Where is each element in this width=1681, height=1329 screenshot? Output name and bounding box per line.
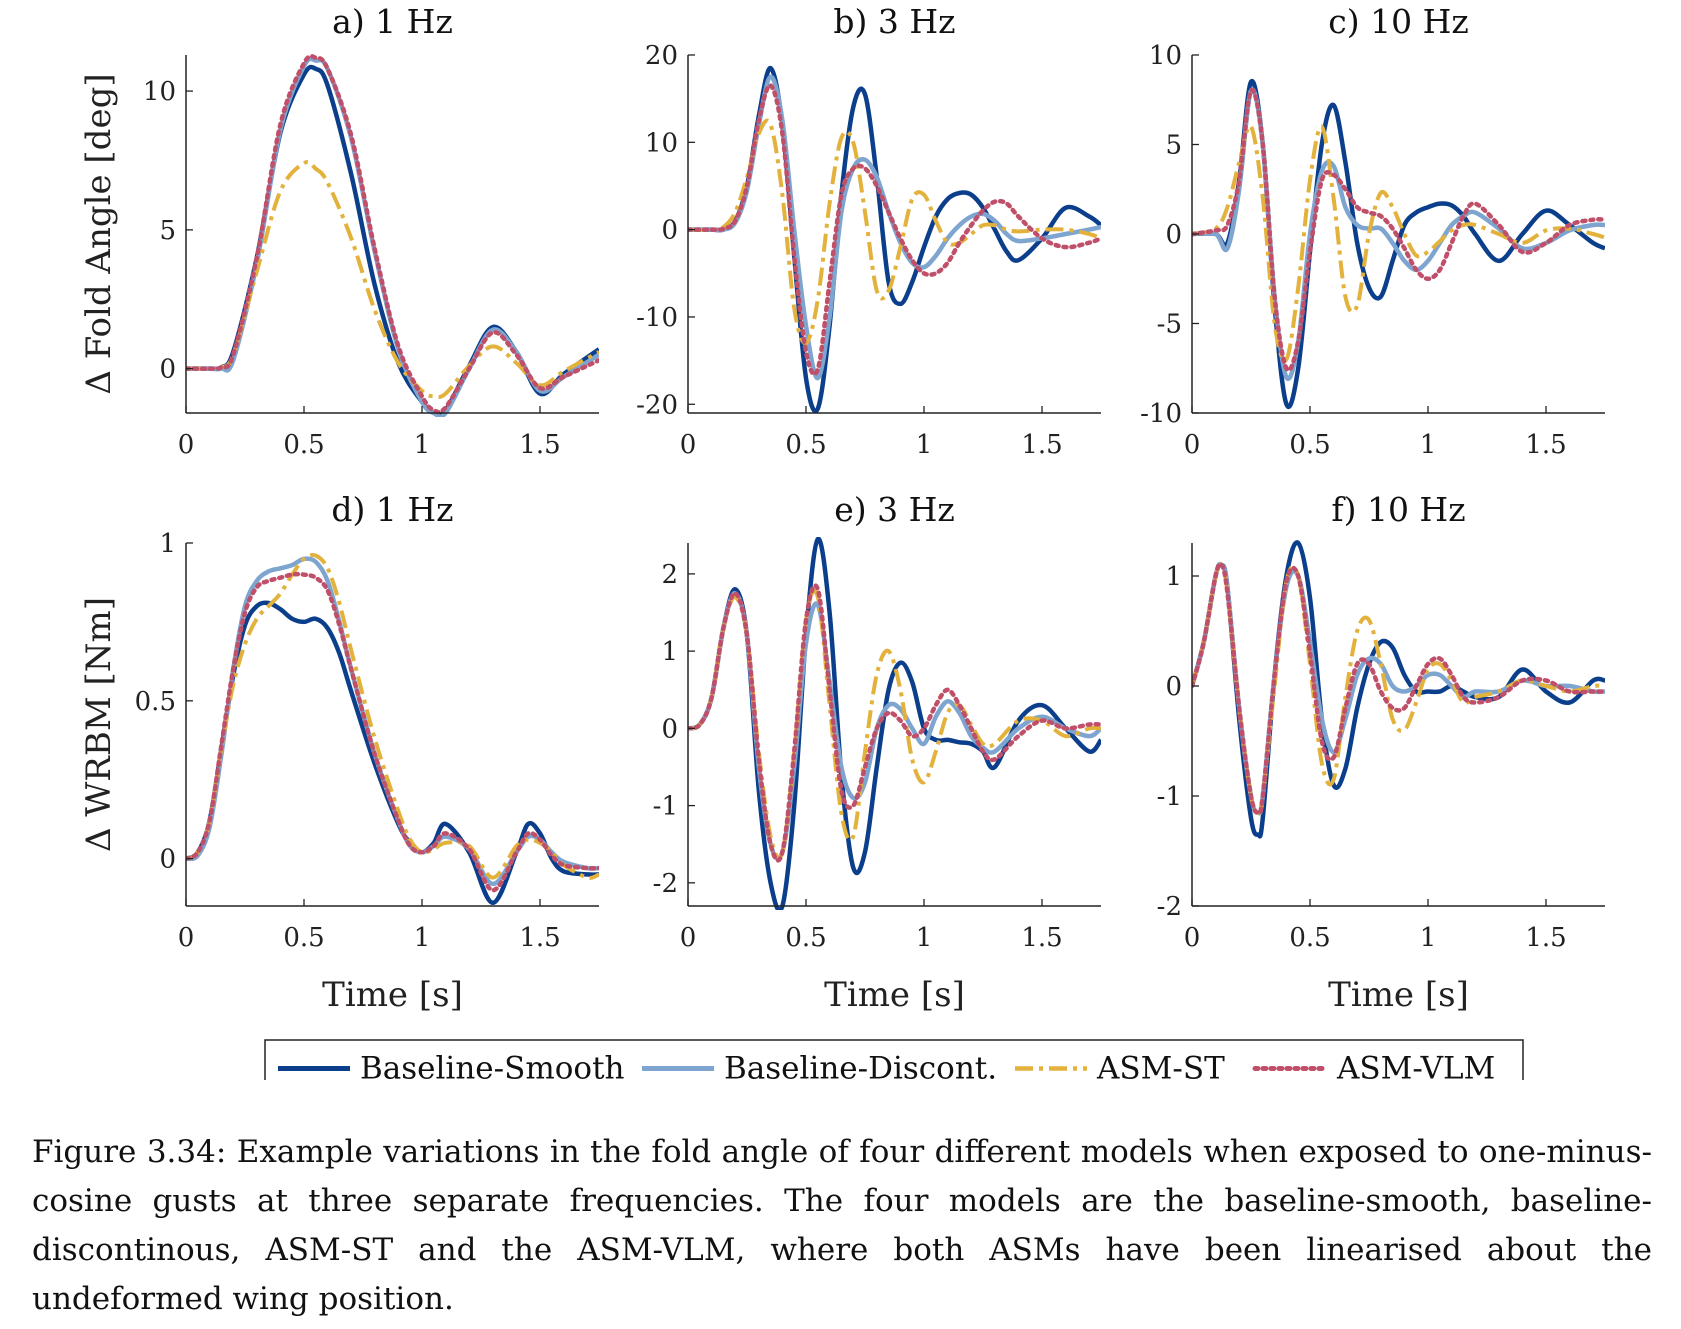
x-tick-label: 1.5 <box>519 923 560 953</box>
series-line-baseline-smooth <box>186 600 599 906</box>
legend-box <box>264 1039 1524 1080</box>
panel-title: d) 1 Hz <box>331 490 453 529</box>
series-line-asm-vlm <box>186 53 599 415</box>
x-axis-title: Time [s] <box>1328 975 1469 1015</box>
x-tick-label: 1 <box>916 923 933 953</box>
figure-caption: Figure 3.34: Example variations in the f… <box>32 1134 1652 1317</box>
legend-label: ASM-VLM <box>1336 1051 1495 1081</box>
x-tick-label: 1 <box>1420 430 1437 460</box>
series-group <box>1192 78 1605 409</box>
series-line-asm-st <box>688 118 1101 346</box>
y-tick-label: 0 <box>661 714 678 744</box>
series-line-asm-vlm <box>1192 561 1605 816</box>
series-line-baseline-smooth <box>688 537 1101 910</box>
legend: Baseline-Smooth Baseline-Discont. ASM-ST AS… <box>264 1039 1524 1081</box>
y-tick-label: 5 <box>1165 131 1182 161</box>
panel-title: a) 1 Hz <box>332 2 453 41</box>
legend-label: ASM-ST <box>1096 1051 1225 1081</box>
x-tick-label: 1.5 <box>519 430 560 460</box>
panel-title: c) 10 Hz <box>1328 2 1469 41</box>
y-tick-label: 0 <box>1165 672 1182 702</box>
y-tick-label: 2 <box>661 560 678 590</box>
y-tick-label: 0 <box>661 216 678 246</box>
y-tick-label: 1 <box>1165 562 1182 592</box>
series-line-asm-vlm <box>688 583 1101 863</box>
y-axis-title: Δ WRBM [Nm] <box>79 597 119 852</box>
x-tick-label: 0 <box>178 923 195 953</box>
y-tick-label: 10 <box>1149 41 1182 71</box>
series-line-asm-st <box>186 160 599 400</box>
x-tick-label: 1 <box>1420 923 1437 953</box>
series-line-asm-vlm <box>688 83 1101 377</box>
series-group <box>688 537 1101 910</box>
x-tick-label: 1.5 <box>1525 430 1566 460</box>
panel-1: 0 0.5 1 1.5 0 5 10 a) 1 Hz Δ Fold Angle [deg] <box>79 2 599 460</box>
panel-title: e) 3 Hz <box>834 490 955 529</box>
legend-label: Baseline-Discont. <box>724 1051 997 1081</box>
y-tick-label: -10 <box>1140 399 1182 429</box>
x-tick-label: 0.5 <box>785 923 826 953</box>
y-tick-label: 1 <box>661 637 678 667</box>
x-tick-label: 1 <box>414 923 431 953</box>
x-tick-label: 0 <box>680 923 697 953</box>
x-tick-label: 0.5 <box>283 430 324 460</box>
x-tick-label: 1 <box>916 430 933 460</box>
panel-3: 0 0.5 1 1.5 -10 -5 0 5 10 c) 10 Hz <box>1140 2 1605 460</box>
y-tick-label: 1 <box>159 529 176 559</box>
series-line-asm-st <box>688 589 1101 860</box>
x-axis-title: Time [s] <box>322 975 463 1015</box>
y-tick-label: 10 <box>143 77 176 107</box>
x-tick-label: 1.5 <box>1021 430 1062 460</box>
y-tick-label: -20 <box>636 390 678 420</box>
series-line-baseline-smooth <box>186 64 599 417</box>
series-line-asm-vlm <box>1192 87 1605 373</box>
x-tick-label: 0 <box>1184 430 1201 460</box>
y-tick-label: -10 <box>636 303 678 333</box>
x-tick-label: 0.5 <box>1289 923 1330 953</box>
y-tick-label: 10 <box>645 128 678 158</box>
x-tick-label: 1 <box>414 430 431 460</box>
x-tick-label: 1.5 <box>1525 923 1566 953</box>
series-group <box>1192 540 1605 839</box>
x-tick-label: 0 <box>1184 923 1201 953</box>
legend-label: Baseline-Smooth <box>360 1051 625 1081</box>
y-tick-label: 0 <box>159 355 176 385</box>
series-line-asm-st <box>1192 123 1605 363</box>
series-group <box>688 65 1101 414</box>
y-tick-label: -2 <box>1157 892 1182 922</box>
x-tick-label: 0.5 <box>785 430 826 460</box>
y-tick-label: 20 <box>645 41 678 71</box>
y-tick-label: -1 <box>653 792 678 822</box>
x-tick-label: 0.5 <box>1289 430 1330 460</box>
x-tick-label: 0 <box>178 430 195 460</box>
x-axis-title: Time [s] <box>824 975 965 1015</box>
y-tick-label: 0.5 <box>135 687 176 717</box>
panel-5: 0 0.5 1 1.5 -2 -1 0 1 2 e) 3 Hz Time [s] <box>653 490 1101 1015</box>
panel-4: 0 0.5 1 1.5 0 0.5 1 d) 1 Hz Time [s] Δ WRBM [Nm] <box>79 490 599 1015</box>
x-tick-label: 0 <box>680 430 697 460</box>
y-tick-label: 0 <box>159 845 176 875</box>
series-line-baseline-discont <box>186 56 599 417</box>
series-line-asm-st <box>186 552 599 880</box>
panel-6: 0 0.5 1 1.5 -2 -1 0 1 f) 10 Hz Time [s] <box>1157 490 1605 1015</box>
x-tick-label: 0.5 <box>283 923 324 953</box>
series-line-asm-vlm <box>186 571 599 893</box>
y-axis-title: Δ Fold Angle [deg] <box>79 73 119 394</box>
series-group <box>186 552 599 906</box>
y-tick-label: 5 <box>159 216 176 246</box>
panel-2: 0 0.5 1 1.5 -20 -10 0 10 20 b) 3 Hz <box>636 2 1101 460</box>
x-tick-label: 1.5 <box>1021 923 1062 953</box>
panel-title: b) 3 Hz <box>833 2 955 41</box>
y-tick-label: 0 <box>1165 220 1182 250</box>
panel-title: f) 10 Hz <box>1331 490 1465 529</box>
y-tick-label: -1 <box>1157 782 1182 812</box>
series-line-baseline-discont <box>688 590 1101 862</box>
y-tick-label: -2 <box>653 869 678 899</box>
y-tick-label: -5 <box>1157 310 1182 340</box>
series-group <box>186 53 599 417</box>
